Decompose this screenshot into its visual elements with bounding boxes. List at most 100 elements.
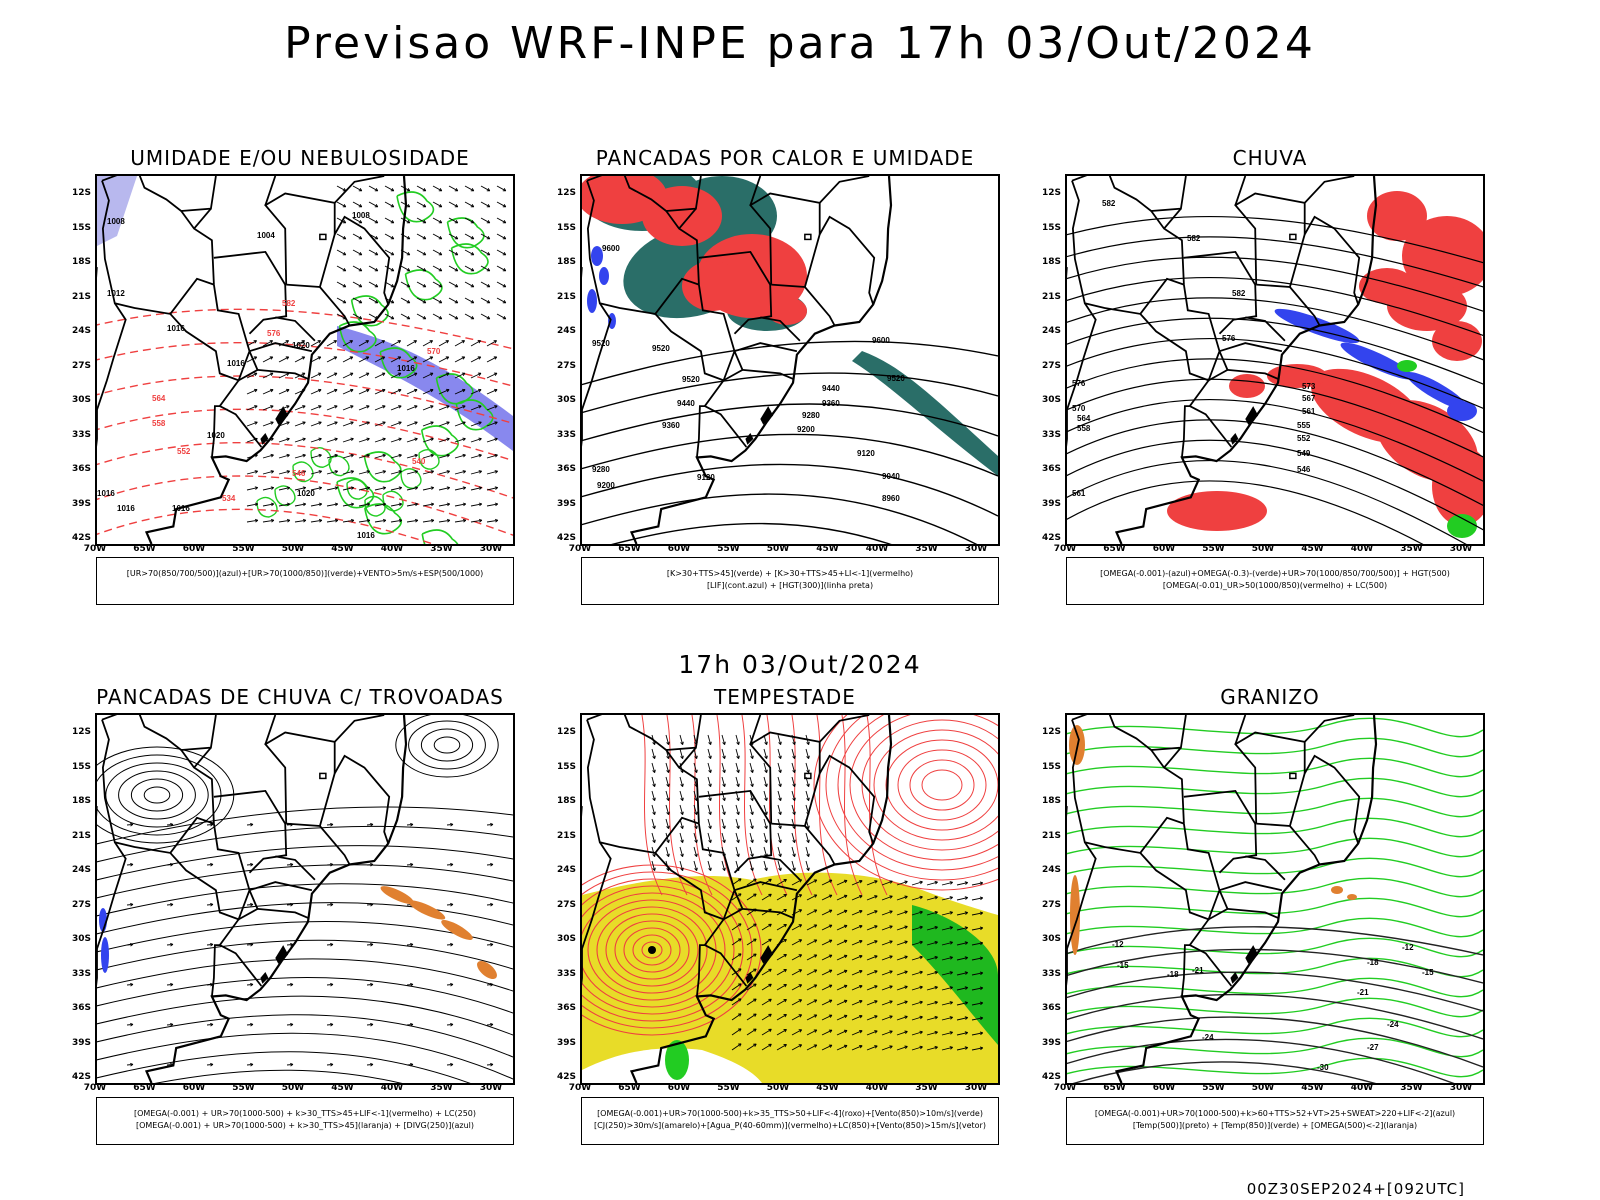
contour-label: 582 [1102,199,1116,208]
lon-tick-label: 50W [281,544,305,554]
contour-label: -21 [1357,988,1369,997]
lc850-streamline [623,927,681,973]
temp850-contour [1067,757,1483,778]
contour-label: -24 [1202,1033,1214,1042]
contour-label: 9200 [597,481,615,490]
streamline-vortex [395,715,499,778]
green-wind [912,905,998,1045]
lc850-streamline [813,715,998,891]
humidity-contour [364,503,402,535]
lc850-streamline [582,864,762,1036]
humidity-contour [421,529,459,544]
contour-label: 9360 [822,399,840,408]
legend-line-2: [Temp(500)](preto) + [Temp(850)](verde) … [1132,1121,1418,1130]
lon-tick-label: 45W [1301,1083,1324,1093]
lc850-streamline [596,906,708,994]
contour-label: -18 [1167,970,1179,979]
humidity-contour [328,455,350,477]
map-umidade: 1008 1004 1008 1012 1016 1020 1016 1016 1020 1020… [95,174,515,546]
contour-label: -12 [1112,940,1124,949]
contour-label: 555 [1297,421,1311,430]
lat-tick-label: 24S [1041,326,1061,336]
lat-tick-label: 12S [556,727,576,737]
panel-title-granizo: GRANIZO [1220,685,1320,709]
lat-tick-label: 21S [1041,830,1061,841]
lat-tick-label: 33S [1041,968,1061,979]
lat-tick-label: 27S [556,360,576,371]
hgt300-contour [582,463,998,517]
lat-tick-label: 27S [1041,899,1061,910]
contour-label: 576 [1222,334,1236,343]
humidity-contour [450,243,489,275]
panel-title-chuva: CHUVA [1232,146,1308,170]
lon-tick-label: 55W [717,544,740,554]
lon-tick-label: 70W [1053,544,1077,554]
lat-tick-label: 36S [1041,1003,1061,1013]
contour-label: 9600 [602,244,620,253]
lc850-streamline [885,739,998,831]
lat-tick-label: 18S [71,796,91,806]
lon-tick-label: 65W [1103,1083,1126,1093]
temp850-contour [1067,837,1483,858]
humidity-contour [274,485,296,507]
temp850-contour [1067,817,1483,838]
lon-tick-label: 50W [281,1083,305,1093]
contour-label: 9440 [822,384,840,393]
lat-tick-label: 18S [1041,796,1061,806]
lon-tick-label: 65W [1103,544,1126,554]
lat-tick-label: 12S [71,727,91,737]
lat-tick-label: 15S [71,222,91,233]
forecast-time-subtitle: 17h 03/Out/2024 [678,650,922,679]
contour-label: 540 [412,457,426,466]
lat-tick-label: 36S [556,464,576,474]
temp500-contour [1067,1016,1483,1068]
orange-band [380,886,497,979]
lat-tick-label: 15S [556,761,576,772]
lat-tick-label: 24S [71,865,91,875]
temp500-contour [1067,971,1483,1012]
temp850-contour [1067,937,1483,958]
lat-tick-label: 42S [1041,1072,1061,1082]
contour-label: 558 [1077,424,1091,433]
humidity-contour [400,468,422,490]
lat-tick-label: 39S [556,498,576,509]
lat-tick-label: 33S [71,429,91,440]
lon-tick-label: 35W [915,544,938,554]
lon-tick-label: 65W [618,1083,641,1093]
lat-tick-label: 15S [556,222,576,233]
lat-tick-label: 21S [556,291,576,302]
legend-line-1: [K>30+TTS>45](verde) + [K>30+TTS>45+LI<-… [666,569,914,578]
contour-label: 1016 [397,364,415,373]
temp850-contour [1067,797,1483,818]
lc850-streamline [641,941,663,959]
lat-tick-label: 12S [71,188,91,198]
lat-tick-label: 24S [1041,865,1061,875]
contour-label: 1008 [107,217,125,226]
lon-tick-label: 35W [1400,544,1423,554]
lat-tick-label: 30S [1041,395,1061,405]
legend-pancadas-calor: [K>30+TTS>45](verde) + [K>30+TTS>45+LI<-… [581,557,999,605]
contour-label: 9520 [887,374,905,383]
contour-label: 564 [152,394,166,403]
contour-label: 582 [1232,289,1246,298]
hgt300-contour [610,522,892,544]
lon-tick-label: 50W [766,1083,790,1093]
humidity-contour [350,295,389,327]
lon-tick-label: 70W [568,1083,592,1093]
streamline-vortex [105,762,209,828]
lc850-streamline [825,715,998,881]
lat-tick-label: 42S [71,1072,91,1082]
lat-tick-label: 24S [556,865,576,875]
legend-line-1: [OMEGA(-0.001)+UR>70(1000-500)+k>60+TTS>… [1094,1109,1456,1118]
lon-tick-label: 55W [232,1083,255,1093]
lon-tick-label: 45W [331,1083,354,1093]
rain-green [1397,360,1477,538]
contour-label: 558 [152,419,166,428]
humidity-contour [346,478,368,500]
humidity-contour [364,495,386,517]
omega-orange [1069,725,1357,955]
humidity-contour [292,461,314,483]
lc850-streamline [873,729,998,841]
map-trovoadas [95,713,515,1085]
humidity-contour [256,496,278,518]
